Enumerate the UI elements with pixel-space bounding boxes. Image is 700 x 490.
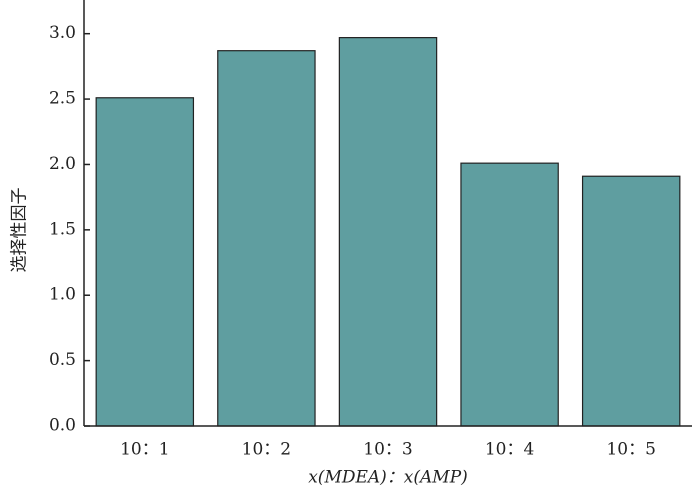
y-tick-label: 0.0 bbox=[49, 416, 76, 436]
y-tick-label: 1.0 bbox=[49, 285, 76, 305]
x-tick-label: 10：4 bbox=[485, 440, 534, 460]
x-tick-label: 10：5 bbox=[606, 440, 655, 460]
y-tick-label: 2.0 bbox=[49, 154, 76, 174]
y-axis-label: 选择性因子 bbox=[10, 188, 30, 273]
x-tick-label: 10：2 bbox=[242, 440, 291, 460]
bar bbox=[338, 37, 438, 427]
y-tick-label: 2.5 bbox=[49, 89, 76, 109]
x-tick-label: 10：3 bbox=[363, 440, 412, 460]
bar bbox=[95, 97, 195, 427]
y-tick-label: 0.5 bbox=[49, 350, 76, 370]
bar bbox=[217, 50, 316, 427]
bar bbox=[581, 175, 681, 427]
y-tick-label: 1.5 bbox=[49, 219, 76, 239]
bar bbox=[460, 162, 559, 427]
x-axis-label: x(MDEA)：x(AMP) bbox=[308, 468, 468, 488]
y-tick-label: 3.0 bbox=[49, 23, 76, 43]
x-tick-label: 10：1 bbox=[120, 440, 169, 460]
